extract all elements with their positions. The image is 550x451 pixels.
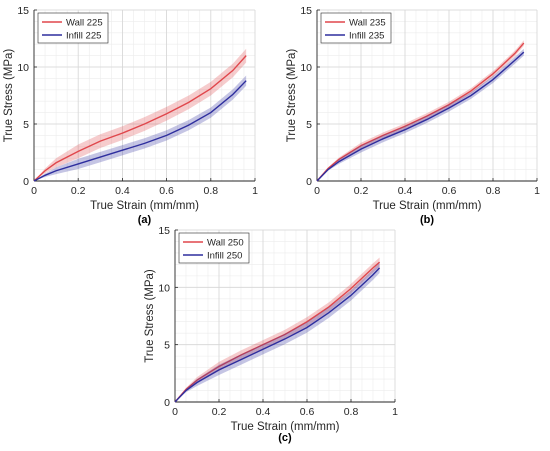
panel-label: (a) [138, 214, 152, 226]
legend-box [178, 232, 250, 264]
panel-label: (b) [420, 214, 434, 226]
legend-label: Wall 235 [349, 18, 386, 29]
series-band [34, 48, 247, 182]
series-line [316, 42, 525, 182]
x-tick-label: 0.8 [344, 406, 359, 418]
x-tick-label: 0.6 [159, 185, 174, 197]
x-tick-label: 0.2 [212, 406, 227, 418]
legend-label: Infill 235 [349, 31, 384, 42]
y-tick-label: 15 [300, 5, 312, 17]
x-tick-label: 0 [31, 185, 37, 197]
x-tick-label: 0.8 [486, 185, 501, 197]
y-tick-label: 15 [17, 5, 29, 17]
x-axis-label: True Strain (mm/mm) [231, 421, 340, 433]
y-tick-label: 0 [164, 397, 170, 409]
y-tick-label: 10 [158, 282, 170, 294]
legend-box [37, 12, 109, 44]
x-tick-label: 0.6 [442, 185, 457, 197]
x-tick-label: 0 [314, 185, 320, 197]
x-tick-label: 0.2 [71, 185, 86, 197]
legend-box [320, 12, 392, 44]
legend-label: Wall 250 [207, 238, 244, 249]
series-line [174, 261, 381, 403]
x-tick-label: 1 [252, 185, 258, 197]
x-tick-label: 0.4 [398, 185, 413, 197]
x-tick-label: 0.4 [256, 406, 271, 418]
y-axis-label: True Stress (MPa) [144, 269, 156, 363]
x-tick-label: 0 [172, 406, 178, 418]
y-tick-label: 10 [17, 62, 29, 74]
legend-label: Infill 250 [207, 251, 242, 262]
y-tick-label: 5 [306, 119, 312, 131]
x-tick-label: 0.4 [115, 185, 130, 197]
x-tick-label: 0.2 [354, 185, 369, 197]
series-line [33, 55, 247, 182]
series-band [317, 48, 524, 182]
y-tick-label: 0 [23, 176, 29, 188]
y-axis-label: True Stress (MPa) [286, 49, 298, 143]
series-band [175, 262, 380, 402]
x-axis-label: True Strain (mm/mm) [373, 200, 482, 212]
x-tick-label: 0.8 [203, 185, 218, 197]
series-line [174, 267, 381, 403]
x-tick-label: 1 [534, 185, 540, 197]
y-tick-label: 5 [164, 340, 170, 352]
y-tick-label: 0 [306, 176, 312, 188]
y-tick-label: 5 [23, 119, 29, 131]
legend-label: Wall 225 [66, 18, 103, 29]
y-tick-label: 10 [300, 62, 312, 74]
y-tick-label: 15 [158, 225, 170, 237]
legend-label: Infill 225 [66, 31, 101, 42]
x-tick-label: 0.6 [300, 406, 315, 418]
x-axis-label: True Strain (mm/mm) [90, 200, 199, 212]
series-line [33, 80, 247, 182]
y-axis-label: True Stress (MPa) [3, 49, 15, 143]
series-line [316, 51, 525, 182]
panel-label: (c) [278, 432, 292, 444]
x-tick-label: 1 [392, 406, 398, 418]
